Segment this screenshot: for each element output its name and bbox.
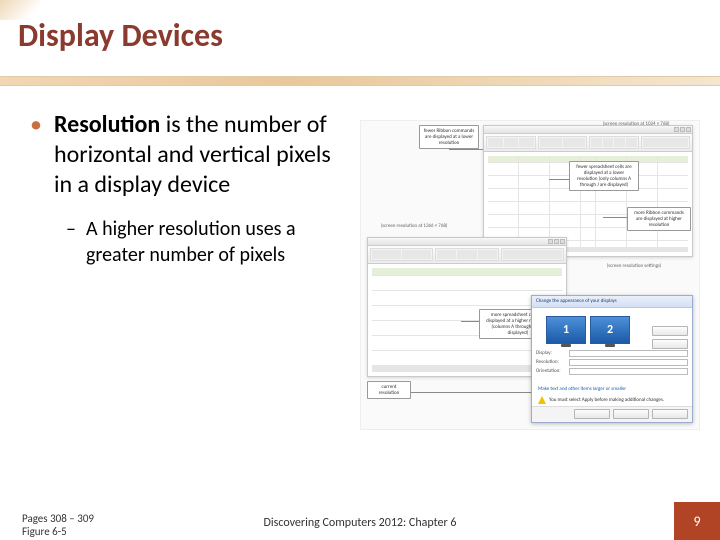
bullet-text: Resolution is the number of horizontal a…: [54, 110, 350, 200]
display-settings-window: Change the appearance of your displays 1…: [531, 295, 693, 423]
settings-header: Change the appearance of your displays: [532, 296, 692, 308]
settings-bottom-bar: [532, 406, 692, 422]
sub-bullet-marker: –: [66, 216, 76, 268]
callout-res-settings: (screen resolution settings): [579, 261, 689, 271]
slide-footer: Pages 308 – 309 Figure 6-5 Discovering C…: [0, 500, 720, 540]
callout-line: [449, 149, 483, 150]
title-underline: [0, 76, 720, 86]
bullet-item: • Resolution is the number of horizontal…: [30, 110, 350, 200]
monitor-1: 1: [546, 316, 586, 344]
ok-button[interactable]: [574, 409, 610, 419]
detect-button[interactable]: [652, 326, 688, 336]
bullet-bold: Resolution: [54, 110, 160, 139]
callout-fewer-ribbon: fewer Ribbon commands are displayed at a…: [419, 125, 479, 149]
warning-icon: [538, 396, 546, 404]
content-area: • Resolution is the number of horizontal…: [30, 110, 350, 268]
sub-bullet-item: – A higher resolution uses a greater num…: [66, 216, 350, 268]
footer-center-text: Discovering Computers 2012: Chapter 6: [264, 516, 457, 530]
settings-warning: You must select Apply before making addi…: [538, 396, 664, 404]
slide-title: Display Devices: [18, 16, 720, 55]
dropdown-row: Display:: [536, 350, 688, 357]
settings-side-buttons: [652, 326, 688, 349]
callout-line: [411, 392, 531, 393]
apply-button[interactable]: [652, 409, 688, 419]
dropdown-row: Orientation:: [536, 368, 688, 375]
sub-bullet-text: A higher resolution uses a greater numbe…: [86, 216, 350, 268]
callout-line: [603, 217, 627, 218]
dropdown-row: Resolution:: [536, 359, 688, 366]
figure-illustration: fewer Ribbon commands are displayed at a…: [360, 120, 700, 430]
settings-link[interactable]: Make text and other items larger or smal…: [538, 386, 626, 392]
page-ref-line2: Figure 6-5: [22, 525, 94, 538]
callout-more-ribbon: more Ribbon commands are displayed at hi…: [627, 207, 691, 231]
identify-button[interactable]: [652, 339, 688, 349]
callout-line: [549, 179, 569, 180]
callout-current-resolution: current resolution: [367, 381, 411, 399]
callout-res-high: (screen resolution at 1024 × 768): [581, 119, 691, 129]
callout-res-low: (screen resolution at 1366 × 768): [369, 221, 459, 231]
bullet-marker: •: [30, 110, 42, 200]
page-reference: Pages 308 – 309 Figure 6-5: [22, 512, 94, 538]
page-ref-line1: Pages 308 – 309: [22, 512, 94, 525]
warning-text: You must select Apply before making addi…: [549, 397, 664, 403]
callout-line: [461, 321, 479, 322]
page-number-badge: 9: [674, 502, 720, 540]
cancel-button[interactable]: [613, 409, 649, 419]
monitor-2: 2: [590, 316, 630, 344]
callout-cells-low: fewer spreadsheet cells are displayed at…: [569, 161, 639, 191]
